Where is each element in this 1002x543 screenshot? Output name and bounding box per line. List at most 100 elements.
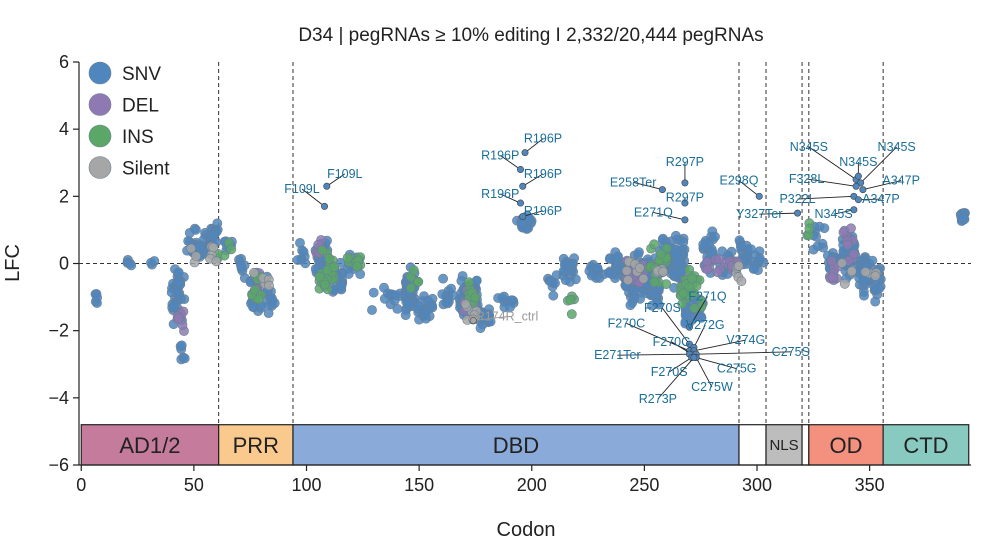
x-tick-label: 350 — [855, 475, 885, 495]
annotation-leader-line — [301, 188, 325, 207]
data-point-snv — [343, 269, 354, 279]
data-point-silent — [634, 262, 645, 273]
x-tick-label: 0 — [76, 475, 86, 495]
annotation-label: E258Ter — [610, 175, 657, 189]
annotation-leader-line — [695, 357, 713, 388]
data-point-silent — [846, 266, 857, 276]
data-point-silent — [860, 266, 871, 277]
data-point-snv — [560, 275, 571, 285]
annotated-point — [521, 149, 529, 157]
data-point-ins — [329, 261, 340, 272]
data-point-silent — [186, 243, 196, 254]
data-point-snv — [176, 340, 187, 351]
chart-title: D34 | pegRNAs ≥ 10% editing I 2,332/20,4… — [298, 25, 763, 46]
data-point-snv — [746, 244, 756, 254]
data-point-snv — [269, 298, 280, 308]
annotation-label: E271Q — [634, 205, 673, 219]
data-point-del — [702, 264, 713, 275]
annotation-leader-line — [858, 198, 881, 201]
domain-label: OD — [829, 433, 862, 458]
data-point-snv — [859, 290, 869, 301]
annotation-leader-line — [653, 212, 686, 221]
annotated-point — [681, 179, 689, 187]
data-point-snv — [604, 254, 615, 264]
annotation-leader-line — [693, 324, 706, 348]
data-point-snv — [586, 270, 597, 281]
data-point-snv — [389, 290, 400, 300]
data-point-del — [838, 227, 849, 238]
annotated-point — [519, 182, 527, 190]
data-point-ins — [684, 282, 695, 293]
annotation-label: C275S — [772, 345, 810, 359]
data-point-snv — [208, 230, 219, 241]
data-point-snv — [625, 300, 636, 311]
data-point-ins — [678, 288, 689, 299]
annotation-label: R273P — [639, 392, 677, 406]
annotation-label: P322L — [779, 192, 815, 206]
data-point-silent — [621, 265, 632, 276]
data-point-ins — [352, 261, 362, 272]
annotation-leader-line — [668, 357, 692, 373]
data-point-snv — [652, 297, 663, 308]
y-tick-label: 2 — [59, 186, 69, 206]
annotation-label: F109L — [327, 167, 362, 181]
legend-label-ins: INS — [122, 127, 154, 148]
annotated-point — [850, 206, 858, 214]
annotation-label: E298Q — [720, 174, 759, 188]
data-point-snv — [420, 309, 431, 320]
annotation-label: F270C — [653, 335, 691, 349]
data-point-ins — [413, 276, 424, 287]
data-point-snv — [194, 241, 204, 252]
annotation-leader-line — [696, 351, 791, 355]
data-point-snv — [379, 293, 390, 304]
annotation-leader-line — [499, 155, 521, 170]
data-point-snv — [168, 301, 179, 312]
annotated-point — [755, 192, 763, 200]
data-point-snv — [959, 213, 969, 223]
data-point-ins — [314, 271, 325, 282]
domain-label: AD1/2 — [119, 433, 180, 458]
annotation-label: C275G — [717, 362, 757, 376]
annotation-label: N345S — [814, 207, 852, 221]
annotation-label: F328L — [789, 172, 824, 186]
data-point-snv — [613, 251, 623, 262]
annotation-label: R297P — [666, 155, 704, 169]
annotation-leader-line — [806, 178, 857, 187]
data-point-snv — [126, 260, 137, 271]
data-point-del — [712, 267, 723, 277]
data-point-snv — [603, 267, 614, 278]
domain-label: CTD — [903, 433, 948, 458]
data-point-ins — [687, 273, 697, 284]
data-point-snv — [149, 256, 160, 266]
annotated-point — [658, 186, 666, 194]
y-tick-label: 4 — [59, 119, 69, 139]
annotation-leader-line — [797, 195, 854, 200]
annotation-label: A347P — [882, 174, 920, 188]
data-point-ins — [655, 248, 666, 259]
data-point-snv — [505, 302, 515, 313]
annotation-leader-line — [808, 146, 857, 180]
annotated-point — [469, 317, 477, 325]
data-point-snv — [300, 258, 311, 269]
annotation-leader-line — [860, 146, 897, 184]
data-point-snv — [236, 260, 246, 271]
data-point-snv — [438, 273, 448, 284]
point-annotations: F109L F109L R196P R196P R196P R196P R196P R297P… — [284, 132, 920, 406]
annotation-leader-line — [689, 296, 708, 328]
legend-label-silent: Silent — [122, 159, 170, 180]
data-point-snv — [710, 231, 720, 242]
data-point-snv — [441, 297, 452, 308]
data-point-snv — [550, 278, 560, 289]
annotation-label: R196P — [481, 148, 519, 162]
data-point-silent — [837, 258, 847, 268]
annotation-leader-line — [696, 357, 737, 370]
legend-label-snv: SNV — [122, 64, 161, 85]
x-tick-label: 50 — [184, 475, 204, 495]
data-point-ins — [408, 265, 419, 276]
data-point-ins — [342, 252, 353, 263]
annotation-leader-line — [738, 180, 760, 197]
data-point-snv — [422, 295, 433, 306]
data-point-silent — [623, 275, 633, 285]
domain-label: DBD — [493, 433, 539, 458]
data-point-snv — [548, 290, 559, 301]
